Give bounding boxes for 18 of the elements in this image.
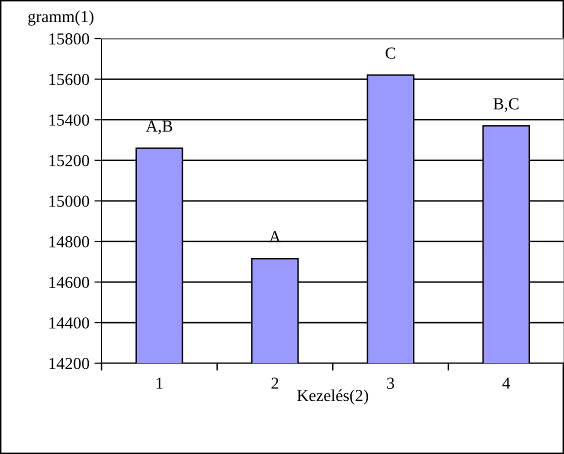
x-axis-title: Kezelés(2) (297, 389, 368, 405)
annotation: A,B (146, 120, 172, 134)
y-tick-label: 15800 (50, 33, 90, 45)
y-axis-title: gramm(1) (28, 10, 94, 26)
y-tick-label: 14600 (50, 276, 90, 288)
annotation: B,C (493, 98, 518, 112)
x-tick-label: 1 (156, 378, 162, 389)
y-tick-label: 14400 (50, 317, 90, 329)
x-tick-label: 2 (272, 378, 278, 389)
y-tick-label: 15000 (50, 196, 90, 207)
y-tick-label: 14200 (50, 358, 90, 370)
y-tick-label: 15200 (50, 155, 90, 166)
annotation: C (386, 48, 396, 59)
x-tick-label: 3 (387, 378, 394, 389)
y-tick-label: 14800 (50, 236, 90, 248)
y-tick-label: 15600 (50, 74, 90, 86)
x-tick-label: 4 (502, 378, 510, 389)
y-tick-label: 15400 (50, 114, 90, 126)
